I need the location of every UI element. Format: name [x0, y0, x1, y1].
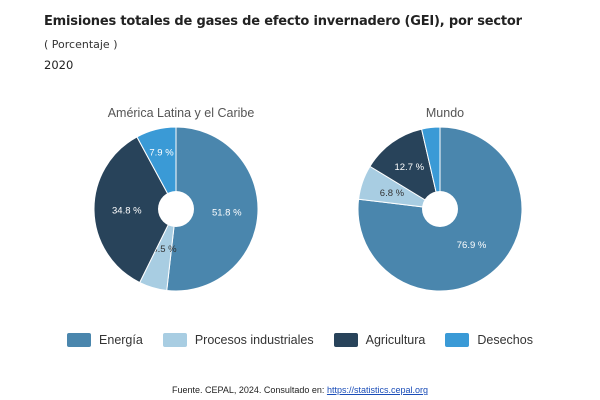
legend-swatch	[162, 333, 187, 347]
donut-hole-mundo	[422, 191, 458, 227]
chart-title: Emisiones totales de gases de efecto inv…	[44, 14, 522, 29]
pie-slice-latam-2	[93, 136, 177, 284]
pie-label-latam-2: 34.8 %	[112, 205, 142, 216]
source-link[interactable]: https://statistics.cepal.org	[326, 385, 428, 395]
pie-slice-mundo-2	[369, 128, 441, 211]
chart-year: 2020	[44, 58, 74, 72]
legend-swatch	[67, 333, 92, 347]
pie-slice-mundo-3	[421, 126, 441, 210]
legend-label: Procesos industriales	[194, 333, 314, 347]
legend-label: Agricultura	[365, 333, 426, 347]
legend-item-procesos: Procesos industriales	[162, 333, 314, 347]
legend: Energía Procesos industriales Agricultur…	[0, 333, 600, 347]
legend-item-agricultura: Agricultura	[333, 333, 426, 347]
pie-slice-latam-3	[136, 126, 177, 210]
pie-label-mundo-1: 6.8 %	[380, 188, 405, 199]
source-note: Fuente. CEPAL, 2024. Consultado en: http…	[0, 385, 600, 395]
chart-subtitle: ( Porcentaje )	[44, 38, 118, 51]
legend-swatch	[333, 333, 358, 347]
donut-hole-latam	[158, 191, 194, 227]
legend-label: Desechos	[477, 333, 533, 347]
pie-label-latam-3: 7.9 %	[149, 147, 174, 158]
pie-label-mundo-2: 12.7 %	[394, 162, 424, 173]
legend-item-energia: Energía	[67, 333, 143, 347]
legend-item-desechos: Desechos	[445, 333, 533, 347]
legend-label: Energía	[99, 333, 143, 347]
pie-label-latam-0: 51.8 %	[212, 207, 242, 218]
pie-title-latam: América Latina y el Caribe	[107, 106, 255, 120]
pie-slice-latam-0	[166, 126, 259, 292]
source-prefix: Fuente. CEPAL, 2024. Consultado en:	[172, 385, 327, 395]
pie-title-mundo: Mundo	[425, 106, 465, 120]
pie-label-mundo-0: 76.9 %	[457, 240, 487, 251]
pie-label-latam-1: 5.5 %	[152, 244, 177, 255]
legend-swatch	[445, 333, 470, 347]
